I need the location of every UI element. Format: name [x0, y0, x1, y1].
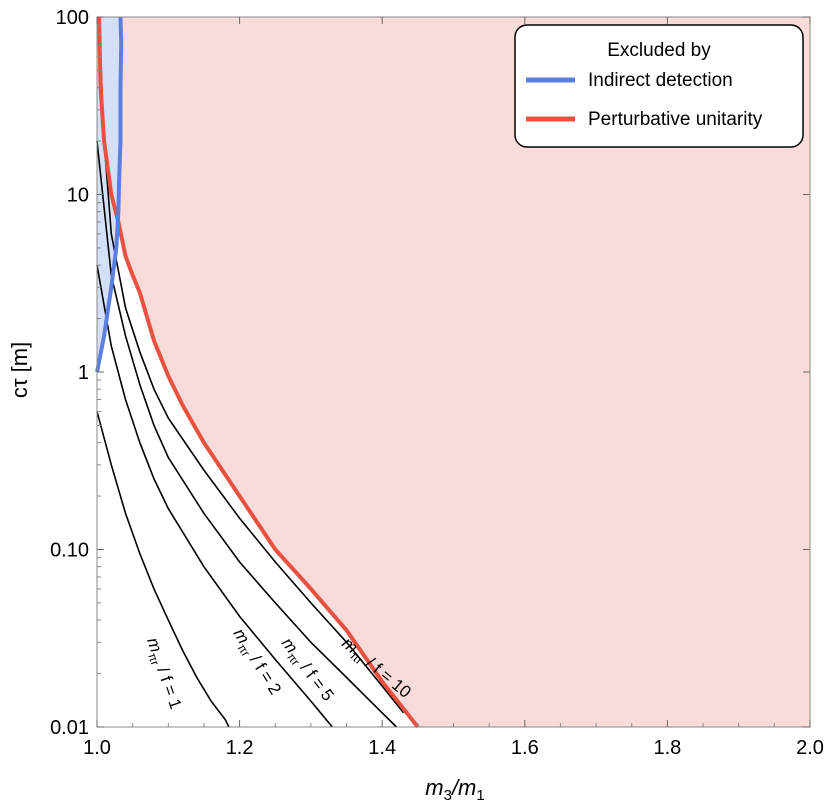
- y-tick-label: 0.10: [50, 540, 89, 562]
- x-axis-title-sub1: 3: [444, 787, 452, 804]
- contour-line-3: [96, 141, 398, 728]
- contour-line-2: [96, 264, 333, 728]
- x-tick-label: 1.2: [226, 737, 254, 759]
- x-tick-label: 1.6: [511, 737, 539, 759]
- x-axis-title-sep: /m: [450, 775, 476, 800]
- legend: Excluded by Indirect detection Perturbat…: [514, 24, 804, 148]
- boundary-indirect-detection: [95, 16, 124, 373]
- x-tick-label: 1.8: [653, 737, 681, 759]
- x-axis-title-main: m: [425, 775, 443, 800]
- x-tick-label: 1.4: [368, 737, 396, 759]
- legend-box: [514, 24, 804, 148]
- y-axis-title: cτ [m]: [7, 342, 32, 398]
- contour-line-1: [96, 411, 230, 728]
- y-tick-label: 0.01: [50, 717, 89, 739]
- x-tick-label: 1.0: [83, 737, 111, 759]
- legend-label-perturbative-unitarity: Perturbative unitarity: [588, 109, 763, 130]
- legend-title: Excluded by: [607, 40, 711, 61]
- y-tick-label: 10: [67, 185, 89, 207]
- contour-line-4: [98, 16, 405, 714]
- y-tick-label: 100: [56, 7, 89, 29]
- contour-label-1: mπr / f = 1: [140, 635, 185, 712]
- x-axis-title: m3/m1: [425, 775, 484, 804]
- x-axis-title-sub2: 1: [476, 787, 484, 804]
- x-tick-label: 2.0: [796, 737, 824, 759]
- y-tick-label: 1: [78, 362, 89, 384]
- axis-ticks: 1.0 1.2 1.4 1.6 1.8 2.0 0.01 0.10 1 10 100: [50, 7, 824, 759]
- contour-curves: [95, 16, 420, 729]
- legend-label-indirect-detection: Indirect detection: [588, 70, 733, 91]
- boundary-perturbative-unitarity: [97, 16, 420, 729]
